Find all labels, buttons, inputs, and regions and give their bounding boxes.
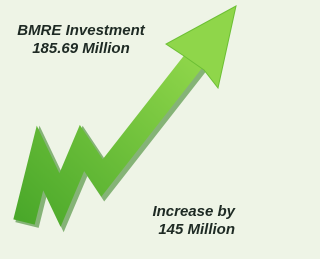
increase-label: Increase by [152,203,235,221]
headline-label: BMRE Investment [6,22,156,40]
increase: Increase by 145 Million [152,203,235,239]
headline: BMRE Investment 185.69 Million [6,22,156,58]
headline-value: 185.69 Million [6,40,156,58]
increase-value: 145 Million [152,221,235,239]
infographic: BMRE Investment 185.69 Million Increase … [0,0,247,259]
